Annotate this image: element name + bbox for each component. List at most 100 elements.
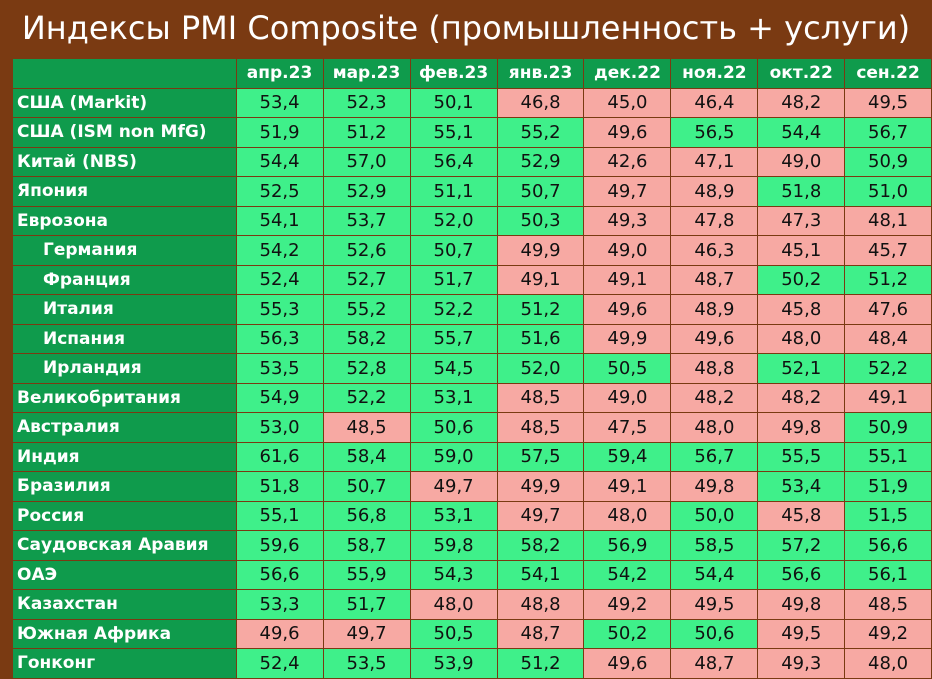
row-label: Италия (12, 294, 237, 325)
value-cell: 49,0 (757, 146, 846, 177)
row-label: Франция (12, 264, 237, 295)
value-cell: 55,2 (496, 117, 585, 148)
value-cell: 49,2 (583, 589, 672, 620)
value-cell: 48,5 (322, 412, 411, 443)
table-row: Великобритания 54,9 52,2 53,1 48,5 49,0 48,2 48… (12, 382, 932, 413)
value-cell: 52,4 (235, 264, 324, 295)
value-cell: 48,4 (844, 323, 932, 354)
value-cell: 48,0 (670, 412, 759, 443)
value-cell: 51,8 (235, 471, 324, 502)
value-cell: 49,8 (757, 412, 846, 443)
value-cell: 48,0 (409, 589, 498, 620)
value-cell: 59,4 (583, 441, 672, 472)
value-cell: 49,7 (583, 176, 672, 207)
value-cell: 54,9 (235, 382, 324, 413)
column-header: апр.23 (235, 58, 324, 89)
table-row: Гонконг 52,4 53,5 53,9 51,2 49,6 48,7 49,3 48,0 (12, 648, 932, 679)
value-cell: 50,7 (409, 235, 498, 266)
value-cell: 50,6 (670, 618, 759, 649)
value-cell: 56,6 (235, 559, 324, 590)
value-cell: 49,3 (757, 648, 846, 679)
value-cell: 48,7 (670, 264, 759, 295)
value-cell: 53,1 (409, 382, 498, 413)
value-cell: 49,5 (670, 589, 759, 620)
value-cell: 56,3 (235, 323, 324, 354)
value-cell: 54,2 (235, 235, 324, 266)
value-cell: 57,2 (757, 530, 846, 561)
value-cell: 42,6 (583, 146, 672, 177)
value-cell: 49,1 (496, 264, 585, 295)
value-cell: 49,1 (583, 471, 672, 502)
row-label: Еврозона (12, 205, 237, 236)
value-cell: 49,3 (583, 205, 672, 236)
value-cell: 48,2 (757, 382, 846, 413)
value-cell: 54,4 (235, 146, 324, 177)
row-label: Южная Африка (12, 618, 237, 649)
value-cell: 50,5 (583, 353, 672, 384)
value-cell: 52,7 (322, 264, 411, 295)
table-row: Италия 55,3 55,2 52,2 51,2 49,6 48,9 45,8 47,6 (12, 294, 932, 325)
value-cell: 48,9 (670, 294, 759, 325)
value-cell: 48,5 (496, 412, 585, 443)
value-cell: 48,2 (670, 382, 759, 413)
table-row: Испания 56,3 58,2 55,7 51,6 49,9 49,6 48,0 48,4 (12, 323, 932, 354)
value-cell: 51,2 (844, 264, 932, 295)
pmi-table-container: апр.23 мар.23 фев.23 янв.23 дек.22 ноя.22 окт.… (12, 58, 932, 679)
value-cell: 51,2 (496, 648, 585, 679)
value-cell: 46,3 (670, 235, 759, 266)
value-cell: 48,7 (670, 648, 759, 679)
column-header: сен.22 (844, 58, 932, 89)
value-cell: 56,7 (844, 117, 932, 148)
table-row: Южная Африка 49,6 49,7 50,5 48,7 50,2 50,6 49,5… (12, 618, 932, 649)
value-cell: 53,0 (235, 412, 324, 443)
row-label: Австралия (12, 412, 237, 443)
value-cell: 51,8 (757, 176, 846, 207)
row-label: Ирландия (12, 353, 237, 384)
value-cell: 50,9 (844, 412, 932, 443)
value-cell: 49,0 (583, 382, 672, 413)
value-cell: 51,1 (409, 176, 498, 207)
value-cell: 58,4 (322, 441, 411, 472)
value-cell: 50,6 (409, 412, 498, 443)
value-cell: 49,5 (757, 618, 846, 649)
column-header: фев.23 (409, 58, 498, 89)
value-cell: 50,7 (322, 471, 411, 502)
value-cell: 45,8 (757, 294, 846, 325)
value-cell: 50,2 (583, 618, 672, 649)
value-cell: 52,3 (322, 87, 411, 118)
row-label: США (Markit) (12, 87, 237, 118)
value-cell: 51,9 (844, 471, 932, 502)
value-cell: 53,7 (322, 205, 411, 236)
table-row: Индия 61,6 58,4 59,0 57,5 59,4 56,7 55,5 55,1 (12, 441, 932, 472)
value-cell: 57,5 (496, 441, 585, 472)
value-cell: 49,6 (235, 618, 324, 649)
row-label: Бразилия (12, 471, 237, 502)
value-cell: 49,6 (670, 323, 759, 354)
value-cell: 48,0 (844, 648, 932, 679)
value-cell: 56,8 (322, 500, 411, 531)
table-row: США (ISM non MfG) 51,9 51,2 55,1 55,2 49,6 56,… (12, 117, 932, 148)
value-cell: 59,8 (409, 530, 498, 561)
column-header: янв.23 (496, 58, 585, 89)
value-cell: 49,7 (409, 471, 498, 502)
value-cell: 56,7 (670, 441, 759, 472)
value-cell: 53,5 (235, 353, 324, 384)
value-cell: 51,2 (322, 117, 411, 148)
value-cell: 51,0 (844, 176, 932, 207)
table-row: Саудовская Аравия 59,6 58,7 59,8 58,2 56,9 58,… (12, 530, 932, 561)
value-cell: 52,6 (322, 235, 411, 266)
value-cell: 54,4 (757, 117, 846, 148)
value-cell: 50,0 (670, 500, 759, 531)
value-cell: 59,6 (235, 530, 324, 561)
column-header: окт.22 (757, 58, 846, 89)
table-body: США (Markit) 53,4 52,3 50,1 46,8 45,0 46,4 48,2… (12, 87, 932, 679)
value-cell: 55,2 (322, 294, 411, 325)
row-label: Великобритания (12, 382, 237, 413)
table-row: ОАЭ 56,6 55,9 54,3 54,1 54,2 54,4 56,6 56,1 (12, 559, 932, 590)
value-cell: 45,1 (757, 235, 846, 266)
value-cell: 52,2 (322, 382, 411, 413)
value-cell: 51,9 (235, 117, 324, 148)
value-cell: 56,5 (670, 117, 759, 148)
header-row: апр.23 мар.23 фев.23 янв.23 дек.22 ноя.22 окт.… (12, 58, 932, 89)
row-label: Германия (12, 235, 237, 266)
